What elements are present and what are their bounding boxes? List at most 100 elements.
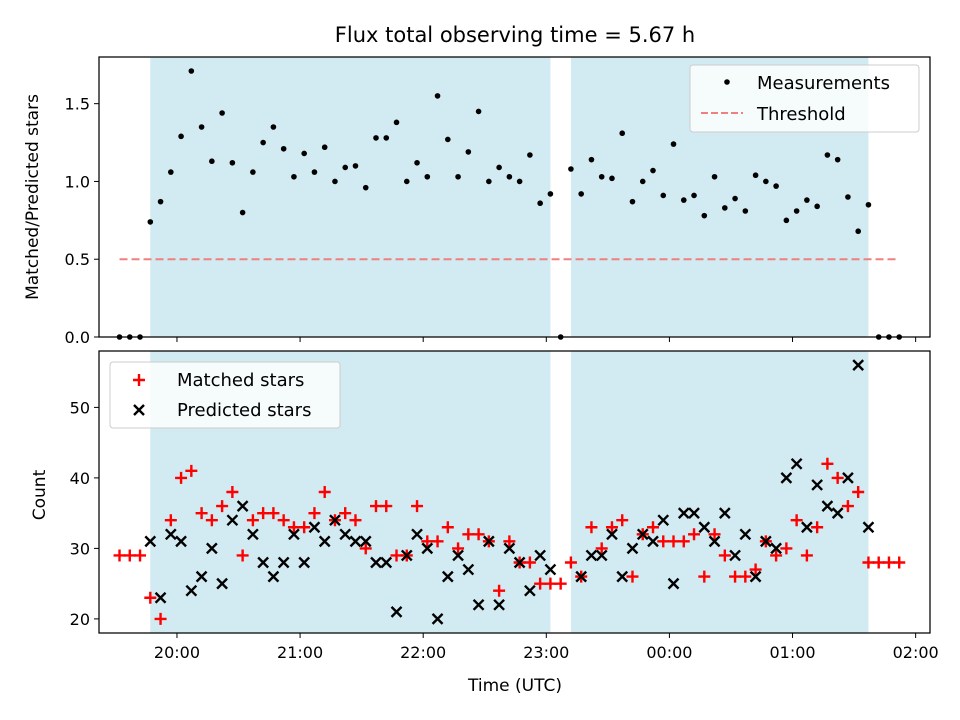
measurement-point <box>455 173 461 180</box>
matched-star-point <box>739 570 752 583</box>
bottom-y-tick-label: 30 <box>70 539 90 558</box>
measurement-point <box>855 228 861 235</box>
matched-star-point <box>770 549 783 562</box>
matched-star-point <box>411 500 424 513</box>
bottom-panel-legend: Matched stars Predicted stars <box>109 361 341 429</box>
measurement-point <box>250 169 256 175</box>
top-legend-box <box>689 64 920 133</box>
predicted-star-point <box>636 528 649 541</box>
x-axis-label: Time (UTC) <box>467 676 562 696</box>
predicted-star-point <box>164 528 177 541</box>
measurement-point <box>178 133 184 140</box>
predicted-star-point <box>247 528 259 541</box>
matched-star-point <box>370 500 382 513</box>
measurement-point <box>445 136 451 143</box>
matched-star-point <box>698 570 711 583</box>
matched-star-point <box>657 535 670 548</box>
matched-star-point <box>441 521 454 534</box>
predicted-star-point <box>718 507 731 519</box>
measurement-point <box>650 167 656 174</box>
matched-star-point <box>811 521 824 534</box>
matched-star-point <box>688 528 701 541</box>
x-tick-label: 02:00 <box>893 643 939 662</box>
predicted-star-point <box>780 472 793 484</box>
top-y-tick-label: 0.0 <box>65 328 90 347</box>
matched-star-point <box>472 528 485 541</box>
predicted-star-point <box>790 457 803 470</box>
measurement-point <box>793 208 800 214</box>
measurement-point <box>732 195 738 202</box>
predicted-star-point <box>524 584 536 597</box>
measurement-point <box>393 119 400 126</box>
measurement-point <box>568 166 574 172</box>
predicted-star-point <box>749 570 762 583</box>
matched-star-point <box>852 486 865 498</box>
measurement-point <box>321 144 328 151</box>
x-tick-label: 20:00 <box>154 643 200 662</box>
top-shaded-interval <box>150 57 551 337</box>
matched-star-point <box>380 500 393 513</box>
measurement-point <box>824 152 831 158</box>
predicted-star-point <box>729 549 741 562</box>
predicted-star-point <box>288 528 300 541</box>
measurement-point <box>691 192 697 199</box>
top-panel: 0.0 0.5 1.0 1.5 Matched/Predicted stars Mea… <box>23 56 931 347</box>
legend-matched-marker <box>133 374 145 386</box>
top-panel-plot-area <box>116 68 903 340</box>
matched-star-point <box>185 464 198 477</box>
matched-star-point <box>821 457 834 470</box>
measurement-point <box>527 152 533 158</box>
measurement-point <box>465 149 472 155</box>
matched-star-point <box>780 542 793 555</box>
measurement-point <box>414 159 420 166</box>
matched-star-point <box>677 535 690 548</box>
legend-measurements-label: Measurements <box>757 73 890 94</box>
measurement-point <box>629 198 636 205</box>
measurement-point <box>537 200 543 207</box>
predicted-star-point <box>370 556 382 569</box>
predicted-star-point <box>339 528 352 541</box>
predicted-star-point <box>349 535 362 548</box>
measurement-point <box>475 108 482 115</box>
predicted-star-point <box>154 591 167 604</box>
matched-star-point <box>790 514 803 527</box>
predicted-star-point <box>452 549 464 562</box>
matched-star-point <box>287 521 300 534</box>
matched-star-point <box>277 514 290 527</box>
bottom-panel-frame <box>98 350 931 634</box>
bottom-panel-y-axis-label: Count <box>30 469 50 520</box>
measurement-point <box>722 205 728 211</box>
measurement-point <box>434 93 441 99</box>
predicted-star-point <box>441 570 454 583</box>
measurement-point <box>845 194 851 200</box>
x-tick-label: 21:00 <box>277 643 323 662</box>
predicted-star-point <box>534 549 546 562</box>
measurement-point <box>260 139 266 146</box>
matched-star-point <box>667 535 680 548</box>
predicted-star-point <box>667 577 680 590</box>
predicted-star-point <box>216 577 228 590</box>
matched-star-point <box>862 556 875 569</box>
predicted-star-point <box>411 528 423 541</box>
measurement-point <box>578 191 584 197</box>
matched-star-point <box>718 549 731 562</box>
legend-predicted-marker <box>133 404 145 416</box>
matched-star-point <box>257 507 270 520</box>
predicted-star-point <box>513 556 526 569</box>
matched-star-point <box>134 549 147 562</box>
measurement-point <box>680 197 687 203</box>
matched-star-point <box>800 549 813 562</box>
matched-star-point <box>595 542 608 555</box>
predicted-star-point <box>831 507 844 519</box>
predicted-star-point <box>677 507 690 519</box>
predicted-star-point <box>421 542 434 555</box>
predicted-star-point <box>585 549 598 562</box>
predicted-star-point <box>308 521 321 534</box>
measurement-point <box>814 203 820 210</box>
predicted-star-point <box>380 556 393 569</box>
predicted-star-point <box>688 507 700 519</box>
matched-star-point <box>605 521 618 534</box>
measurement-point <box>157 198 164 205</box>
measurement-point <box>547 191 554 197</box>
